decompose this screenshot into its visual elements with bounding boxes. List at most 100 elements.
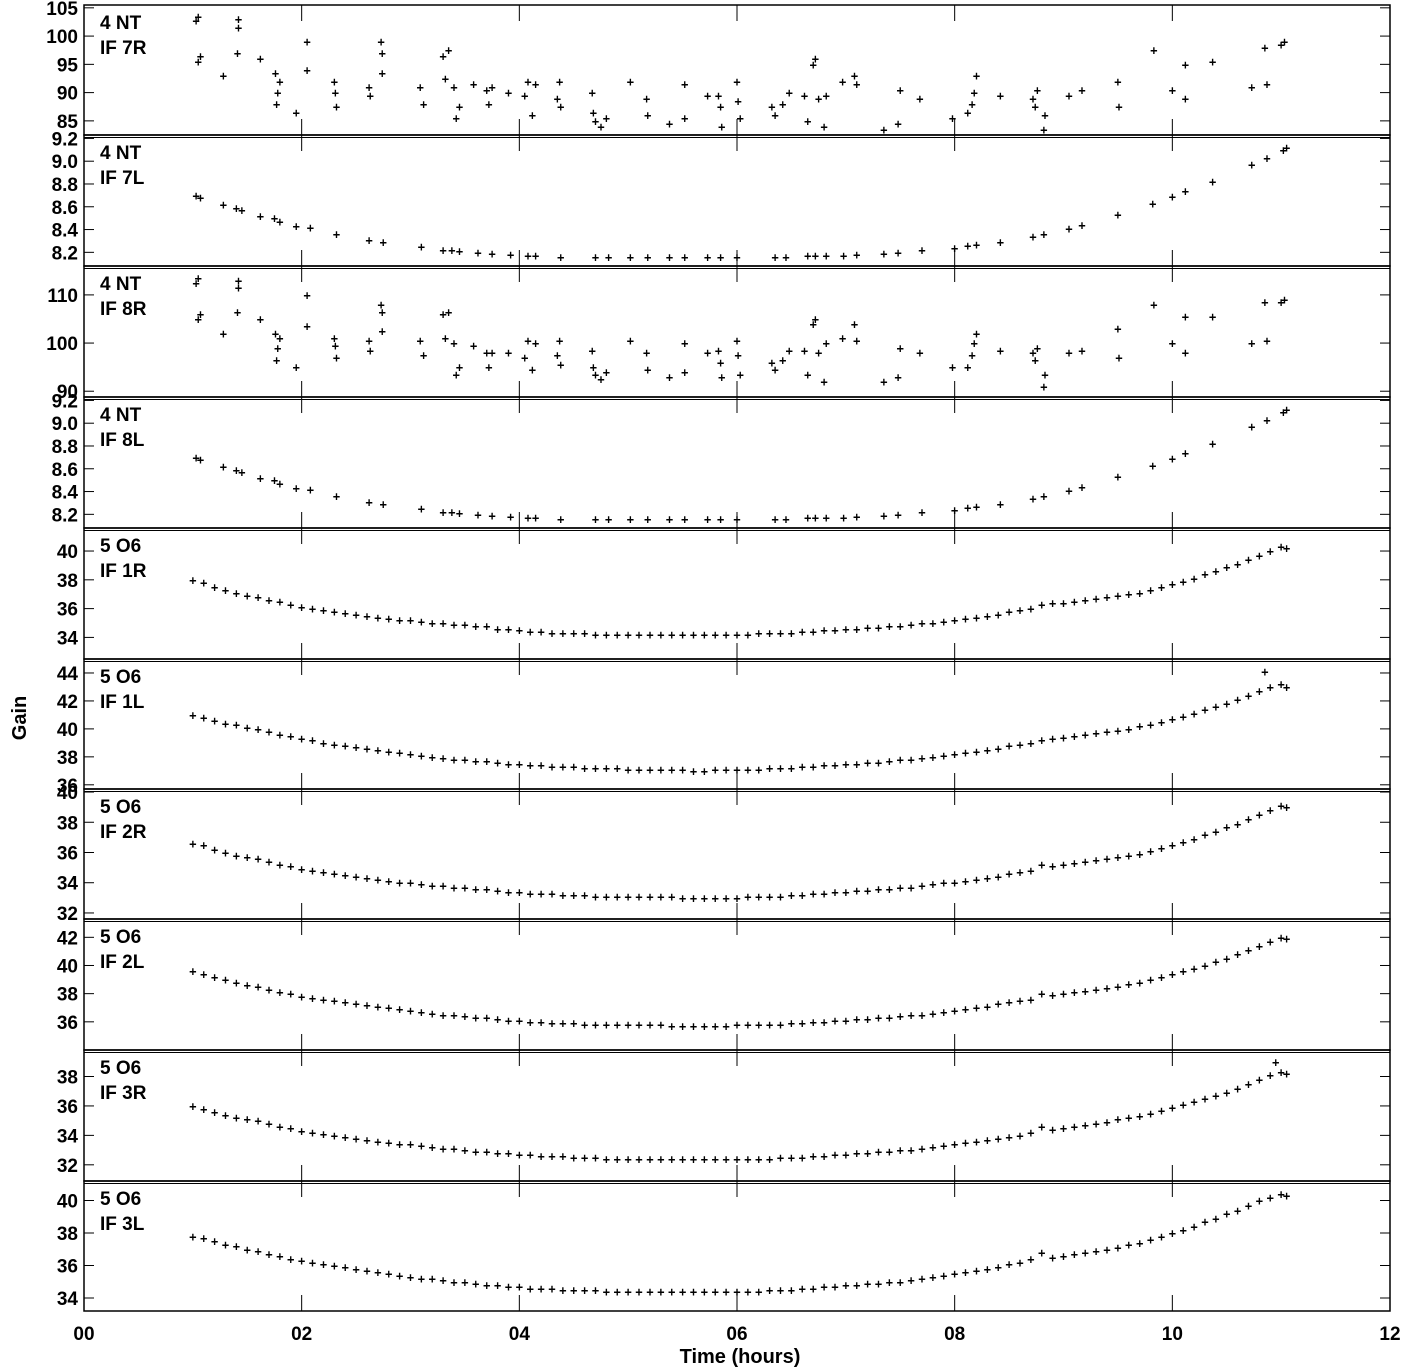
panel-label-line2: IF 7R	[100, 38, 147, 59]
data-point: +	[788, 888, 795, 902]
data-point: +	[1060, 987, 1067, 1001]
data-point: +	[222, 1238, 229, 1252]
data-point: +	[265, 983, 272, 997]
data-point: +	[799, 888, 806, 902]
data-point: +	[1278, 1188, 1285, 1202]
data-point: +	[1190, 572, 1197, 586]
data-point: +	[894, 370, 901, 384]
panel-frame	[83, 134, 1391, 267]
data-point: +	[1082, 855, 1089, 869]
data-point: +	[367, 344, 374, 358]
data-point: +	[592, 1283, 599, 1297]
data-point: +	[1234, 948, 1241, 962]
data-point: +	[309, 991, 316, 1005]
data-point: +	[440, 308, 447, 322]
data-point: +	[287, 987, 294, 1001]
data-point: +	[235, 281, 242, 295]
data-point: +	[1261, 665, 1268, 679]
data-point: +	[908, 753, 915, 767]
data-point: +	[701, 1285, 708, 1299]
data-point: +	[625, 1285, 632, 1299]
data-point: +	[1125, 977, 1132, 991]
data-point: +	[592, 512, 599, 526]
data-point: +	[1125, 849, 1132, 863]
data-point: +	[823, 89, 830, 103]
data-point: +	[668, 890, 675, 904]
data-point: +	[516, 1014, 523, 1028]
data-point: +	[244, 721, 251, 735]
data-point: +	[940, 1005, 947, 1019]
data-point: +	[1234, 1082, 1241, 1096]
data-point: +	[1103, 591, 1110, 605]
data-point: +	[1071, 595, 1078, 609]
data-point: +	[823, 511, 830, 525]
data-point: +	[332, 86, 339, 100]
data-point: +	[853, 248, 860, 262]
data-point: +	[548, 1282, 555, 1296]
data-point: +	[1065, 89, 1072, 103]
y-tick-label: 8.8	[52, 437, 78, 458]
data-point: +	[1245, 689, 1252, 703]
data-point: +	[494, 1147, 501, 1161]
data-point: +	[1136, 1110, 1143, 1124]
data-point: +	[842, 1279, 849, 1293]
data-point: +	[1169, 967, 1176, 981]
data-point: +	[1103, 725, 1110, 739]
data-point: +	[592, 250, 599, 264]
data-point: +	[1223, 820, 1230, 834]
data-point: +	[1041, 368, 1048, 382]
data-point: +	[766, 1018, 773, 1032]
data-point: +	[771, 109, 778, 123]
data-point: +	[505, 885, 512, 899]
data-point: +	[1082, 1119, 1089, 1133]
data-point: +	[1038, 1246, 1045, 1260]
data-point: +	[1034, 341, 1041, 355]
data-point: +	[782, 250, 789, 264]
data-point: +	[627, 334, 634, 348]
data-point: +	[804, 368, 811, 382]
data-point: +	[880, 375, 887, 389]
data-point: +	[195, 272, 202, 286]
data-point: +	[450, 1142, 457, 1156]
data-point: +	[494, 884, 501, 898]
data-point: +	[556, 75, 563, 89]
data-point: +	[1248, 420, 1255, 434]
data-point: +	[1261, 41, 1268, 55]
y-tick-label: 38	[57, 1067, 78, 1088]
data-point: +	[962, 1266, 969, 1280]
data-point: +	[1245, 553, 1252, 567]
data-point: +	[995, 1261, 1002, 1275]
data-point: +	[485, 361, 492, 375]
data-point: +	[448, 506, 455, 520]
data-point: +	[255, 722, 262, 736]
data-point: +	[755, 1018, 762, 1032]
data-point: +	[366, 80, 373, 94]
data-point: +	[331, 332, 338, 346]
y-tick-label: 36	[57, 776, 78, 797]
data-point: +	[1201, 1215, 1208, 1229]
data-point: +	[1115, 100, 1122, 114]
data-point: +	[309, 864, 316, 878]
data-point: +	[605, 512, 612, 526]
data-point: +	[1256, 549, 1263, 563]
data-point: +	[1212, 825, 1219, 839]
data-point: +	[984, 1133, 991, 1147]
data-point: +	[733, 763, 740, 777]
panel-label-line1: 5 O6	[100, 536, 141, 557]
data-point: +	[864, 621, 871, 635]
data-point: +	[222, 583, 229, 597]
data-point: +	[897, 881, 904, 895]
data-point: +	[880, 123, 887, 137]
data-point: +	[815, 346, 822, 360]
data-point: +	[407, 614, 414, 628]
data-point: +	[265, 855, 272, 869]
y-tick-label: 9.0	[52, 414, 78, 435]
data-point: +	[886, 619, 893, 633]
data-point: +	[744, 628, 751, 642]
data-point: +	[363, 1133, 370, 1147]
data-point: +	[722, 763, 729, 777]
data-point: +	[222, 973, 229, 987]
data-point: +	[483, 1145, 490, 1159]
data-point: +	[1078, 218, 1085, 232]
data-point: +	[420, 97, 427, 111]
